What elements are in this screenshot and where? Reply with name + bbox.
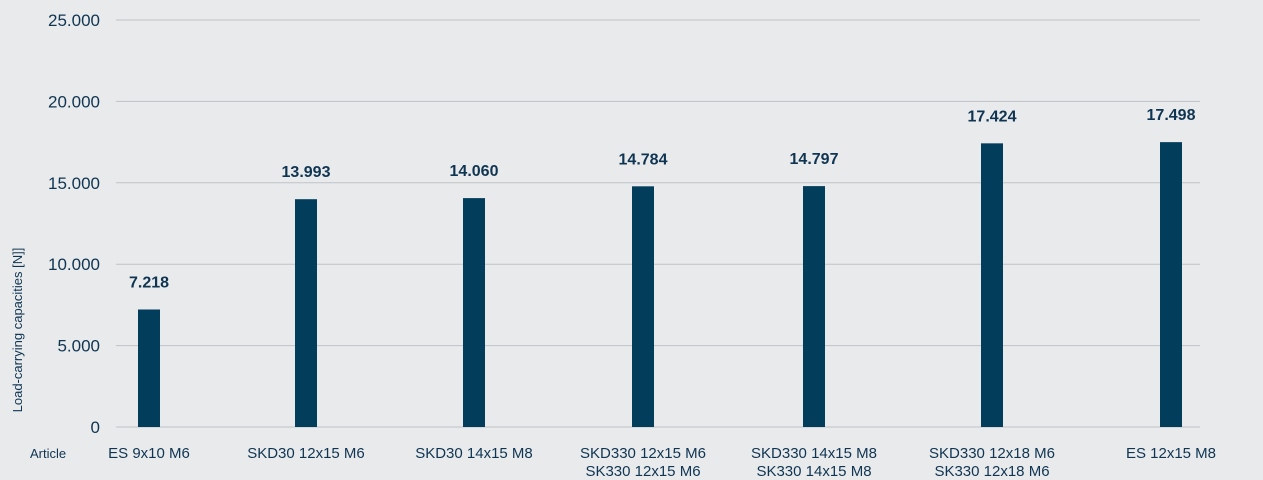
bar — [632, 186, 654, 427]
y-tick-label: 15.000 — [48, 174, 100, 193]
y-axis-label: Load-carrying capacities [N]] — [10, 248, 25, 413]
data-label: 14.797 — [790, 151, 839, 168]
data-labels: 7.218 13.993 14.060 14.784 14.797 17.424 17.49… — [129, 107, 1196, 291]
x-tick-label: SKD330 12x15 M6 — [580, 445, 706, 462]
data-label: 17.498 — [1147, 107, 1196, 124]
bar — [463, 198, 485, 427]
x-tick-label: SK330 14x15 M8 — [756, 463, 871, 480]
x-tick-label: SKD30 14x15 M8 — [415, 445, 533, 462]
x-tick-label: ES 12x15 M8 — [1126, 445, 1216, 462]
x-tick-label: SK330 12x15 M6 — [585, 463, 700, 480]
data-label: 13.993 — [282, 164, 331, 181]
y-axis-ticks: 0 5.000 10.000 15.000 20.000 25.000 — [48, 11, 100, 437]
x-tick-label: SKD30 12x15 M6 — [247, 445, 365, 462]
y-tick-label: 5.000 — [57, 337, 100, 356]
data-label: 14.060 — [450, 163, 499, 180]
bar — [295, 199, 317, 427]
bar — [981, 143, 1003, 427]
x-tick-label: SKD330 14x15 M8 — [751, 445, 877, 462]
bar — [803, 186, 825, 427]
data-label: 17.424 — [968, 108, 1017, 125]
y-tick-label: 0 — [91, 418, 100, 437]
data-label: 7.218 — [129, 274, 169, 291]
gridlines — [116, 19, 1200, 428]
x-axis-ticks: ES 9x10 M6 SKD30 12x15 M6 SKD30 14x15 M8 SK… — [108, 445, 1216, 480]
y-tick-label: 25.000 — [48, 11, 100, 30]
y-tick-label: 10.000 — [48, 255, 100, 274]
bar — [1160, 142, 1182, 427]
bars — [138, 142, 1182, 427]
x-tick-label: SK330 12x18 M6 — [934, 463, 1049, 480]
data-label: 14.784 — [619, 151, 668, 168]
y-tick-label: 20.000 — [48, 92, 100, 111]
x-tick-label: SKD330 12x18 M6 — [929, 445, 1055, 462]
bar — [138, 309, 160, 427]
x-tick-label: ES 9x10 M6 — [108, 445, 190, 462]
x-axis-label: Article — [30, 446, 66, 461]
